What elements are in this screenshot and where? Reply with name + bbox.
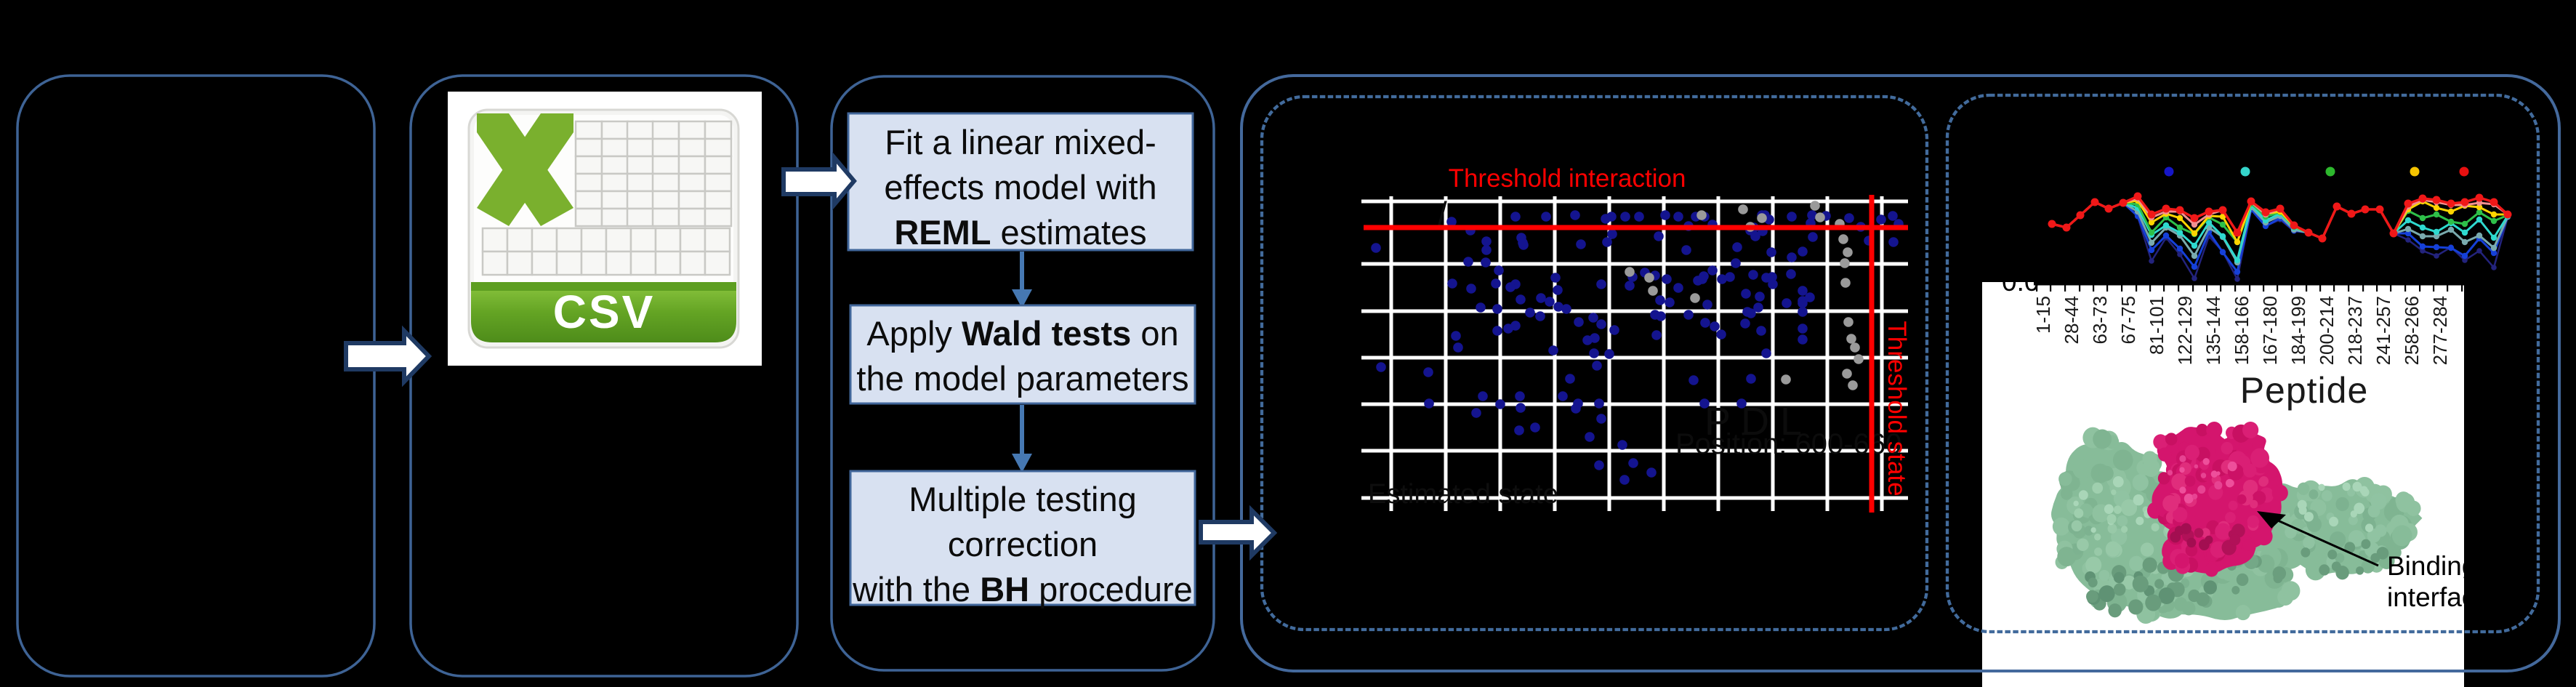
svg-text:0.0: 0.0	[2002, 267, 2039, 297]
svg-text:122-129: 122-129	[2174, 296, 2196, 365]
svg-text:with the BH procedure: with the BH procedure	[852, 570, 1193, 608]
svg-text:135-144: 135-144	[2202, 296, 2224, 365]
svg-text:Position: 600-660: Position: 600-660	[1675, 428, 1901, 460]
svg-text:28-44: 28-44	[2061, 296, 2082, 345]
svg-text:P D L: P D L	[1704, 400, 1802, 443]
svg-text:81-101: 81-101	[2146, 296, 2168, 355]
svg-text:effects model with: effects model with	[884, 168, 1156, 206]
svg-text:REML estimates: REML estimates	[894, 213, 1146, 252]
svg-text:the model parameters: the model parameters	[856, 359, 1188, 398]
svg-text:241-257: 241-257	[2372, 296, 2394, 365]
svg-text:Binding: Binding	[2387, 551, 2476, 581]
svg-text:Multiple testing: Multiple testing	[909, 480, 1137, 518]
svg-text:Estimated state: Estimated state	[1368, 479, 1558, 510]
svg-text:200-214: 200-214	[2316, 296, 2338, 365]
svg-text:correction: correction	[948, 525, 1098, 563]
svg-text:67-75: 67-75	[2117, 296, 2139, 345]
svg-text:Fit a linear mixed-: Fit a linear mixed-	[885, 123, 1156, 161]
svg-text:184-199: 184-199	[2287, 296, 2309, 365]
svg-text:63-73: 63-73	[2089, 296, 2111, 345]
svg-text:CSV: CSV	[553, 286, 656, 338]
svg-text:258-266: 258-266	[2401, 296, 2423, 365]
svg-text:/: /	[1438, 195, 1447, 233]
svg-text:158-166: 158-166	[2231, 296, 2253, 365]
svg-text:Apply Wald tests on: Apply Wald tests on	[866, 314, 1178, 353]
svg-text:Threshold interaction: Threshold interaction	[1449, 164, 1686, 193]
svg-text:277-284: 277-284	[2429, 296, 2451, 365]
svg-text:Threshold state: Threshold state	[1883, 321, 1911, 496]
svg-text:Peptide: Peptide	[2240, 370, 2369, 411]
svg-text:interface: interface	[2387, 582, 2490, 612]
svg-text:1-15: 1-15	[2032, 296, 2054, 334]
svg-text:218-237: 218-237	[2344, 296, 2366, 365]
svg-text:167-180: 167-180	[2259, 296, 2281, 365]
